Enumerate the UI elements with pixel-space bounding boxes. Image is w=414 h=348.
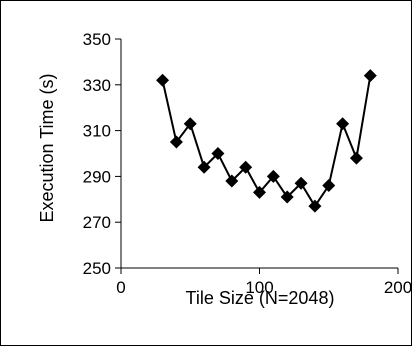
axis-ticks xyxy=(115,38,399,274)
data-point-marker xyxy=(169,135,183,149)
y-tick-label: 290 xyxy=(83,167,111,186)
data-point-marker xyxy=(294,176,308,190)
data-point-marker xyxy=(156,73,170,87)
data-point-marker xyxy=(183,117,197,131)
tick-labels: 250 270 290 310 330 350 0 100 200 xyxy=(83,30,413,297)
data-point-marker xyxy=(336,117,350,131)
data-point-marker xyxy=(253,185,266,199)
data-point-marker xyxy=(308,199,322,213)
data-point-marker xyxy=(197,160,211,174)
data-point-marker xyxy=(211,147,225,160)
x-tick-label: 100 xyxy=(245,278,273,297)
data-point-marker xyxy=(239,160,253,174)
data-point-marker xyxy=(322,179,336,193)
y-tick-label: 350 xyxy=(83,30,111,49)
y-tick-label: 310 xyxy=(83,122,111,141)
data-point-marker xyxy=(349,151,363,165)
data-point-marker xyxy=(363,69,377,83)
data-point-marker xyxy=(280,190,294,204)
data-point-marker xyxy=(225,174,239,188)
x-tick-label: 200 xyxy=(384,278,412,297)
y-tick-label: 250 xyxy=(83,259,111,278)
x-axis-title: Tile Size (N=2048) xyxy=(186,288,335,308)
series-line xyxy=(161,75,372,208)
y-tick-label: 270 xyxy=(83,213,111,232)
y-tick-label: 330 xyxy=(83,76,111,95)
y-axis-title: Execution Time (s) xyxy=(37,73,57,222)
data-point-marker xyxy=(266,169,280,183)
x-tick-label: 0 xyxy=(116,278,125,297)
series-layer xyxy=(156,69,377,213)
